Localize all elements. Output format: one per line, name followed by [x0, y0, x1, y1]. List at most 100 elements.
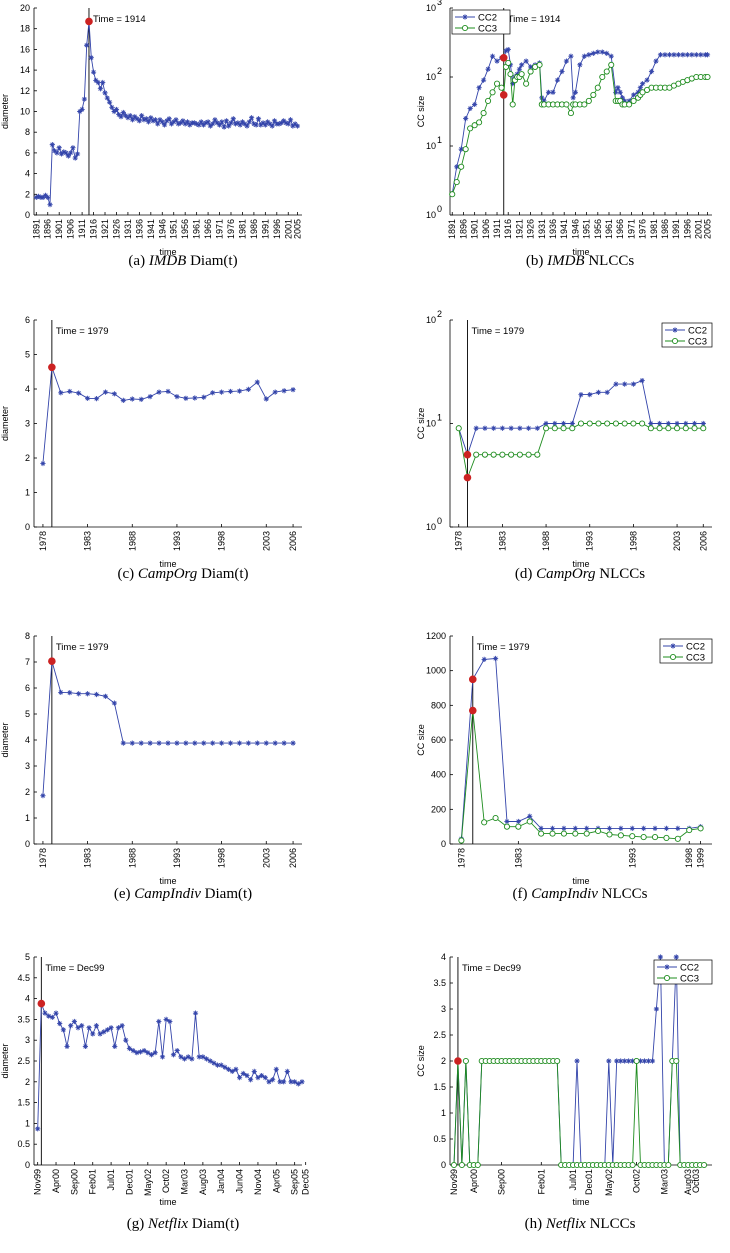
- series-line-diam: [43, 661, 293, 795]
- data-point: [468, 106, 473, 111]
- data-point: [139, 741, 144, 746]
- chart-caption: (c) CampOrg Diam(t): [117, 566, 248, 582]
- data-point: [692, 426, 697, 431]
- data-point: [193, 1011, 198, 1016]
- data-point: [543, 426, 548, 431]
- data-point: [54, 150, 59, 155]
- data-point: [255, 380, 260, 385]
- data-point: [228, 389, 233, 394]
- y-axis-label: CC size: [416, 408, 426, 440]
- data-point: [609, 54, 614, 59]
- x-tick-label: Jul01: [568, 1169, 578, 1191]
- data-point: [685, 52, 690, 57]
- data-point: [675, 826, 680, 831]
- data-point: [196, 122, 201, 127]
- chart-g: 00.511.522.533.544.55Nov99 Apr00 Sep00 Feb0…: [0, 952, 311, 1232]
- x-tick-label: 1951: [582, 219, 592, 239]
- data-point: [288, 117, 293, 122]
- data-point: [606, 1058, 611, 1063]
- data-point: [148, 394, 153, 399]
- data-point: [571, 95, 576, 100]
- data-point: [485, 67, 490, 72]
- time-annotation: Time = 1979: [477, 642, 530, 653]
- x-tick-label: 1931: [537, 219, 547, 239]
- data-point: [246, 741, 251, 746]
- data-point: [596, 390, 601, 395]
- y-tick-label: 1: [25, 1118, 30, 1128]
- data-point: [504, 819, 509, 824]
- x-tick-label: 2003: [672, 531, 682, 551]
- data-point: [66, 153, 71, 158]
- data-point: [644, 78, 649, 83]
- data-point: [183, 741, 188, 746]
- data-point: [155, 121, 160, 126]
- data-point: [165, 389, 170, 394]
- data-point: [595, 49, 600, 54]
- y-tick-label: 400: [431, 770, 446, 780]
- y-tick-label: 12: [20, 86, 30, 96]
- data-point: [694, 52, 699, 57]
- caption-dataset: CampOrg: [536, 566, 596, 582]
- data-point: [528, 69, 533, 74]
- data-point: [231, 116, 236, 121]
- series-line-cc2: [452, 50, 707, 195]
- chart-e: 0 1 2 3 4 5 6 7 8 1978 1983 1988 1993 1998 2003 2006 tim…: [0, 631, 302, 902]
- caption-dataset: IMDB: [148, 253, 187, 269]
- data-point: [100, 80, 105, 85]
- chart-caption: (e) CampIndiv Diam(t): [114, 886, 252, 902]
- data-point: [285, 1069, 290, 1074]
- data-point: [490, 90, 495, 95]
- data-point: [75, 151, 80, 156]
- data-point: [630, 834, 635, 839]
- x-tick-label: 1993: [585, 531, 595, 551]
- data-point: [185, 119, 190, 124]
- data-point: [618, 833, 623, 838]
- y-axis-label: diameter: [0, 1043, 10, 1078]
- data-point: [139, 113, 144, 118]
- data-point: [652, 834, 657, 839]
- data-point: [156, 741, 161, 746]
- data-point: [228, 741, 233, 746]
- data-point: [274, 1067, 279, 1072]
- x-tick-label: 1976: [226, 219, 236, 239]
- data-point: [640, 421, 645, 426]
- y-axis-label: diameter: [0, 406, 10, 441]
- legend-label: CC2: [688, 326, 707, 337]
- x-tick-label: 1986: [660, 219, 670, 239]
- time-annotation: Time = 1979: [56, 326, 109, 337]
- caption-suffix: Diam(t): [197, 566, 248, 582]
- data-point: [613, 421, 618, 426]
- data-point: [607, 832, 612, 837]
- x-tick-label: Sep00: [69, 1169, 79, 1195]
- data-point: [210, 390, 215, 395]
- data-point: [675, 836, 680, 841]
- x-tick-label: 1996: [682, 219, 692, 239]
- data-point: [237, 741, 242, 746]
- data-point: [246, 387, 251, 392]
- data-point: [252, 1069, 257, 1074]
- data-point: [165, 741, 170, 746]
- data-point: [244, 1073, 249, 1078]
- data-point: [555, 1058, 560, 1063]
- data-point: [564, 58, 569, 63]
- y-axis-label: diameter: [0, 722, 10, 757]
- data-point: [282, 388, 287, 393]
- data-point: [84, 43, 89, 48]
- legend-marker: [664, 964, 669, 969]
- data-point: [630, 1162, 635, 1167]
- data-point: [587, 421, 592, 426]
- x-tick-label: 1901: [470, 219, 480, 239]
- x-axis-label: time: [159, 876, 176, 886]
- time-annotation: Time = 1914: [93, 14, 146, 25]
- data-point: [658, 52, 663, 57]
- x-tick-label: 1998: [628, 531, 638, 551]
- y-tick-label: 10: [426, 141, 436, 151]
- data-point: [578, 392, 583, 397]
- data-point: [482, 657, 487, 662]
- data-point: [103, 694, 108, 699]
- data-point: [146, 119, 151, 124]
- data-point: [526, 452, 531, 457]
- x-tick-label: 1941: [559, 219, 569, 239]
- data-point: [574, 1058, 579, 1063]
- caption-suffix: NLCCs: [598, 886, 648, 902]
